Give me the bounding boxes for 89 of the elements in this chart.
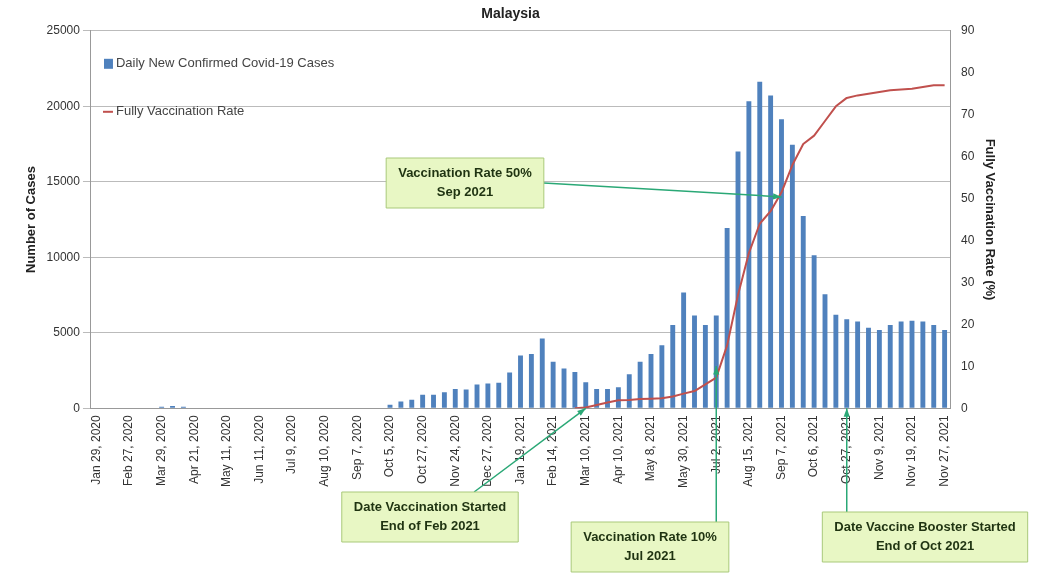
- annotation: Date Vaccination Started End of Feb 2021: [353, 498, 507, 533]
- x-tick-label: Nov 19, 2021: [904, 414, 919, 487]
- y2-tick-label: 0: [961, 400, 969, 415]
- bar: [811, 255, 817, 408]
- x-tick-label: Oct 6, 2021: [806, 414, 821, 478]
- bar: [692, 315, 697, 408]
- bar: [931, 324, 937, 408]
- x-tick-label: Jan 29, 2020: [88, 414, 103, 485]
- annotation: Vaccination Rate 10% Jul 2021: [583, 528, 718, 563]
- bar: [800, 216, 806, 408]
- y2-axis-title: Fully Vaccination Rate (%): [982, 138, 998, 301]
- x-tick-label: Apr 10, 2021: [610, 414, 625, 484]
- x-tick-label: Nov 27, 2021: [936, 414, 951, 487]
- y-tick-label: 0: [73, 400, 81, 415]
- bar: [637, 361, 643, 408]
- y2-tick-label: 10: [961, 358, 975, 373]
- bar: [887, 324, 893, 408]
- bar: [876, 330, 882, 408]
- bar: [789, 144, 795, 408]
- x-tick-label: May 30, 2021: [675, 414, 690, 488]
- x-tick-label: Feb 27, 2020: [121, 414, 136, 487]
- bar: [702, 324, 708, 408]
- x-tick-label: Aug 10, 2020: [317, 414, 332, 487]
- bar: [420, 394, 426, 408]
- bar: [920, 321, 926, 408]
- x-tick-label: Nov 9, 2021: [871, 414, 886, 480]
- bar: [409, 399, 415, 408]
- x-tick-label: Sep 7, 2020: [349, 414, 364, 481]
- y2-tick-label: 80: [961, 65, 975, 80]
- bar: [659, 345, 665, 408]
- bar: [518, 355, 523, 408]
- bar: [942, 330, 948, 408]
- bar: [398, 401, 404, 408]
- bar: [528, 353, 534, 408]
- x-tick-label: Sep 7, 2021: [773, 414, 788, 481]
- legend-label: Fully Vaccination Rate: [115, 103, 245, 119]
- bar: [452, 388, 458, 408]
- bar: [670, 324, 676, 408]
- y-tick-label: 25000: [46, 23, 81, 38]
- bar: [539, 338, 545, 408]
- x-tick-label: Oct 27, 2020: [414, 414, 429, 484]
- bar: [507, 372, 513, 408]
- x-tick-label: Dec 27, 2020: [480, 414, 495, 487]
- x-tick-label: Nov 24, 2020: [447, 414, 462, 487]
- annotation: Vaccination Rate 50% Sep 2021: [398, 164, 533, 199]
- x-tick-label: Aug 15, 2021: [741, 414, 756, 487]
- bar: [898, 321, 904, 408]
- x-tick-label: Jan 19, 2021: [512, 414, 527, 485]
- x-tick-label: May 11, 2020: [219, 414, 234, 488]
- y-axis-title: Number of Cases: [23, 166, 39, 273]
- bar: [485, 383, 491, 408]
- bar: [833, 314, 839, 408]
- bar: [855, 321, 861, 408]
- bar: [496, 382, 502, 408]
- bar: [866, 327, 871, 408]
- bar: [681, 292, 687, 408]
- y2-tick-label: 40: [961, 232, 975, 247]
- bar: [550, 361, 556, 408]
- x-tick-label: Mar 29, 2020: [153, 414, 168, 486]
- y2-tick-label: 60: [961, 148, 975, 163]
- bar: [768, 95, 774, 408]
- y-tick-label: 10000: [46, 249, 81, 264]
- x-tick-label: Jul 9, 2020: [284, 414, 299, 474]
- x-tick-label: Apr 21, 2020: [186, 414, 201, 484]
- bar: [746, 101, 752, 408]
- x-tick-label: Feb 14, 2021: [545, 414, 560, 487]
- x-tick-label: Oct 5, 2020: [382, 414, 397, 478]
- bar: [626, 374, 632, 408]
- bar: [724, 228, 730, 408]
- y2-tick-label: 90: [961, 23, 975, 38]
- bar: [431, 394, 436, 408]
- x-tick-label: Jun 11, 2020: [251, 414, 266, 484]
- legend-label: Daily New Confirmed Covid-19 Cases: [115, 55, 335, 71]
- y2-tick-label: 70: [961, 107, 975, 121]
- bar: [779, 119, 784, 408]
- bar: [572, 371, 578, 408]
- x-tick-label: May 8, 2021: [643, 414, 658, 482]
- y2-tick-label: 20: [961, 316, 975, 331]
- bar: [757, 81, 763, 408]
- y2-tick-label: 30: [961, 274, 975, 289]
- annotation: Date Vaccine Booster Started End of Oct 2021: [834, 518, 1016, 553]
- bar: [441, 392, 447, 408]
- y-tick-label: 5000: [53, 325, 81, 340]
- chart-title: Malaysia: [481, 5, 540, 22]
- x-tick-label: Mar 10, 2021: [578, 414, 593, 486]
- bar: [463, 389, 469, 408]
- y2-tick-label: 50: [961, 190, 975, 205]
- y-tick-label: 20000: [46, 98, 81, 113]
- y-tick-label: 15000: [46, 174, 81, 189]
